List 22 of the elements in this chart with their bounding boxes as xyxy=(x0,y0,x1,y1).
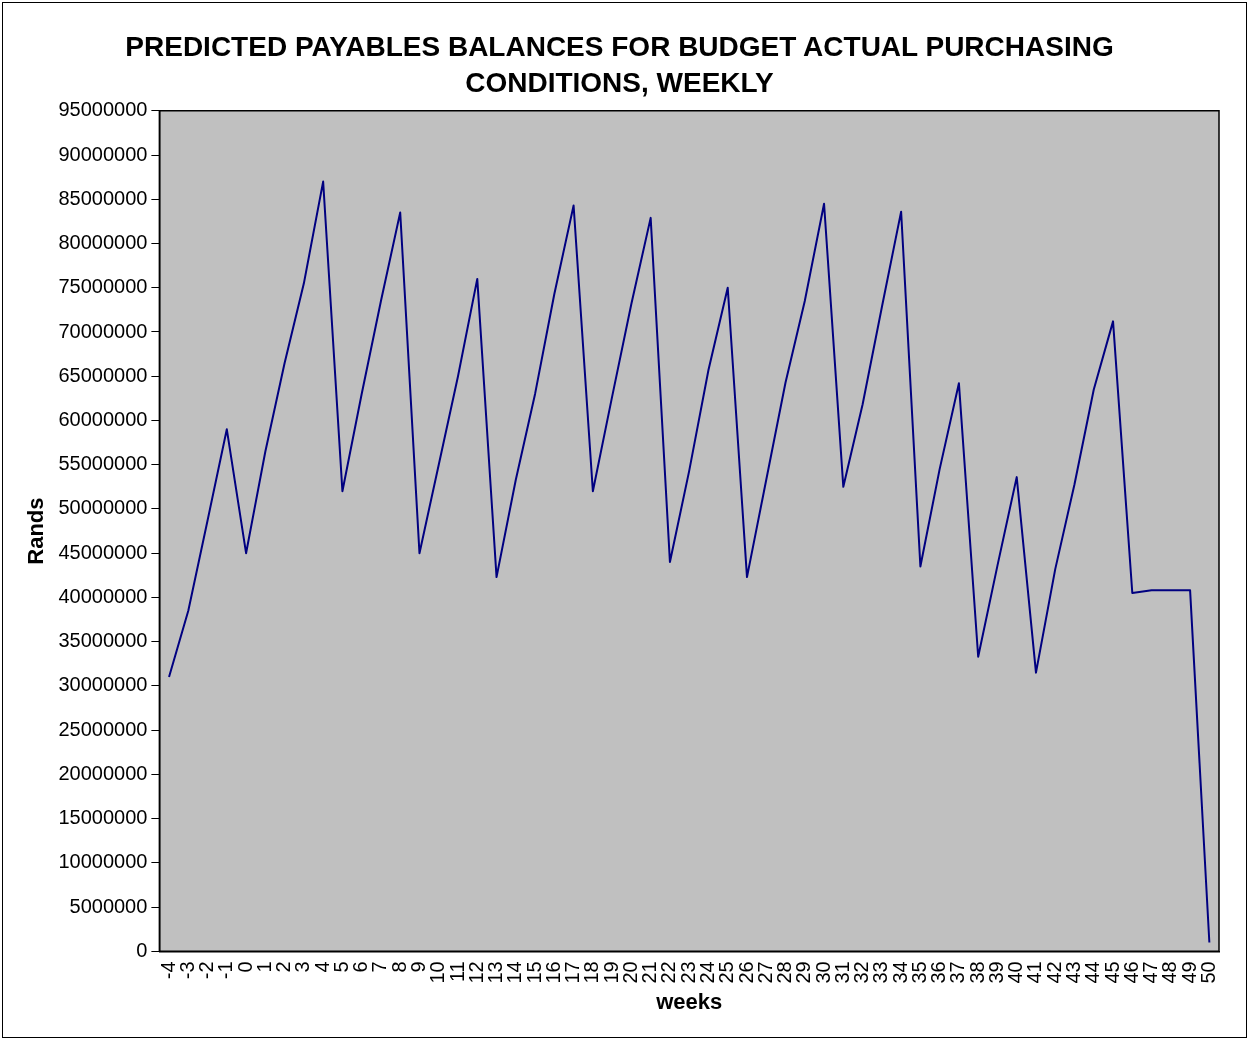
y-tick-label: 90000000 xyxy=(58,142,148,165)
y-tick-label: 50000000 xyxy=(58,496,148,519)
y-tick-label: 45000000 xyxy=(58,540,148,563)
y-tick-label: 55000000 xyxy=(58,452,148,475)
y-tick-label: 75000000 xyxy=(58,275,148,298)
y-tick-label: 70000000 xyxy=(58,319,148,342)
y-tick-label: 80000000 xyxy=(58,231,148,254)
y-tick-label: 30000000 xyxy=(58,673,148,696)
y-tick-label: 25000000 xyxy=(58,717,148,740)
y-tick-label: 5000000 xyxy=(69,894,148,917)
x-axis-title: weeks xyxy=(655,988,723,1014)
y-tick-label: 85000000 xyxy=(58,186,148,209)
y-axis-title: Rands xyxy=(23,497,49,565)
y-tick-label: 40000000 xyxy=(58,584,148,607)
y-tick-label: 95000000 xyxy=(58,98,148,121)
y-tick-label: 60000000 xyxy=(58,407,148,430)
chart-title: PREDICTED PAYABLES BALANCES FOR BUDGET ACTUAL PURCHASING CONDITIONS, WEEKLY xyxy=(125,30,1114,99)
y-tick-label: 35000000 xyxy=(58,629,148,652)
y-tick-label: 10000000 xyxy=(58,850,148,873)
y-tick-label: 15000000 xyxy=(58,806,148,829)
y-tick-label: 65000000 xyxy=(58,363,148,386)
y-tick-label: 20000000 xyxy=(58,761,148,784)
